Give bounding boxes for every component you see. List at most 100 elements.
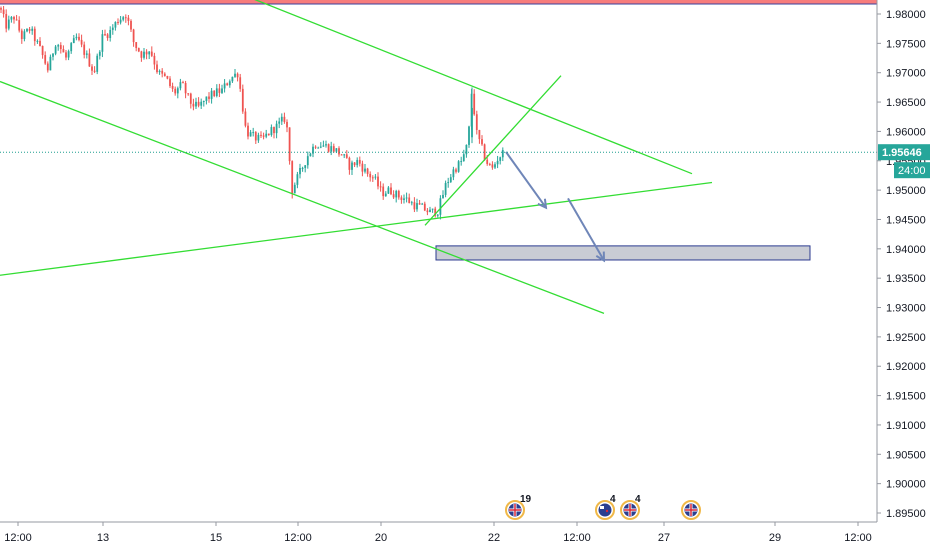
candle-body bbox=[332, 146, 335, 152]
axes-layer: 1.980001.975001.970001.965001.960001.955… bbox=[0, 0, 930, 544]
candle-body bbox=[117, 21, 119, 23]
time-tick-label: 12:00 bbox=[563, 532, 591, 544]
candle-body bbox=[65, 52, 67, 58]
candle-body bbox=[371, 177, 374, 179]
target-zone[interactable] bbox=[435, 245, 811, 261]
candle-body bbox=[431, 208, 434, 210]
candle-body bbox=[449, 177, 452, 183]
projection-arrow[interactable] bbox=[567, 197, 605, 262]
candle-body bbox=[7, 19, 10, 29]
price-tick-label: 1.90500 bbox=[886, 449, 926, 461]
candle-body bbox=[377, 176, 379, 187]
price-tick-label: 1.94000 bbox=[886, 244, 926, 256]
trendline[interactable] bbox=[0, 80, 605, 315]
candle-body bbox=[241, 88, 244, 112]
candle-body bbox=[192, 103, 195, 107]
candle-body bbox=[293, 184, 296, 194]
candle-body bbox=[338, 148, 340, 155]
candle-body bbox=[140, 51, 143, 58]
candle-body bbox=[5, 14, 8, 29]
price-tick-label: 1.96500 bbox=[886, 97, 926, 109]
price-tick-label: 1.92500 bbox=[886, 332, 926, 344]
candle-body bbox=[312, 146, 314, 154]
event-uk-flag-icon[interactable] bbox=[681, 500, 701, 520]
trendline[interactable] bbox=[188, 0, 693, 175]
nz-flag-icon bbox=[598, 503, 612, 517]
candle-body bbox=[447, 182, 450, 184]
candle-body bbox=[124, 17, 127, 19]
candle-body bbox=[18, 20, 21, 31]
candle-body bbox=[353, 162, 356, 166]
candle-body bbox=[62, 49, 65, 53]
event-uk-flag-icon[interactable]: 19 bbox=[505, 494, 532, 520]
candle-body bbox=[195, 101, 197, 107]
candle-body bbox=[439, 198, 442, 215]
candle-body bbox=[171, 85, 174, 89]
candle-body bbox=[306, 156, 309, 166]
trendline[interactable] bbox=[424, 75, 562, 226]
candle-body bbox=[405, 197, 408, 199]
candle-body bbox=[257, 134, 260, 141]
candle-body bbox=[270, 127, 273, 135]
candle-body bbox=[501, 150, 504, 158]
current-price-badge bbox=[878, 144, 930, 161]
candle-body bbox=[379, 186, 382, 188]
time-tick-label: 15 bbox=[210, 532, 222, 544]
candle-body bbox=[403, 198, 405, 200]
trendline[interactable] bbox=[0, 181, 713, 276]
candle-body bbox=[197, 101, 200, 106]
countdown-badge bbox=[894, 162, 930, 179]
candle-body bbox=[330, 146, 333, 152]
trendline-layer[interactable] bbox=[0, 0, 713, 315]
price-tick-label: 1.94500 bbox=[886, 214, 926, 226]
candle-body bbox=[481, 139, 483, 145]
price-tick-label: 1.89500 bbox=[886, 508, 926, 520]
candle-body bbox=[327, 144, 330, 152]
price-tick-label: 1.98000 bbox=[886, 9, 926, 21]
candle-body bbox=[223, 83, 226, 89]
candle-body bbox=[226, 83, 229, 86]
candle-body bbox=[317, 147, 320, 149]
event-uk-flag-icon[interactable]: 4 bbox=[620, 494, 641, 520]
candle-body bbox=[434, 208, 437, 216]
resistance-band-layer bbox=[0, 0, 877, 5]
candle-body bbox=[135, 42, 138, 49]
candle-body bbox=[72, 38, 75, 44]
candle-body bbox=[366, 168, 369, 174]
candle-body bbox=[325, 144, 327, 146]
candle-body bbox=[444, 182, 447, 195]
candle-body bbox=[423, 203, 426, 211]
time-tick-label: 29 bbox=[769, 532, 781, 544]
candle-body bbox=[132, 29, 135, 43]
candle-body bbox=[254, 132, 257, 141]
candle-body bbox=[96, 55, 99, 72]
candle-body bbox=[215, 88, 218, 96]
current-price-label: 1.95646 bbox=[882, 147, 922, 159]
candle-body bbox=[10, 17, 13, 20]
candle-body bbox=[236, 73, 239, 78]
candle-body bbox=[228, 81, 231, 86]
candle-body bbox=[364, 168, 366, 172]
candle-body bbox=[369, 173, 372, 178]
event-icons-layer[interactable]: 19 4 4 bbox=[505, 494, 701, 520]
candle-body bbox=[0, 8, 2, 10]
candle-body bbox=[462, 154, 465, 162]
candle-body bbox=[41, 45, 44, 56]
event-nz-flag-icon[interactable]: 4 bbox=[595, 494, 616, 520]
candle-body bbox=[314, 146, 317, 148]
projection-arrow[interactable] bbox=[505, 151, 547, 209]
candle-body bbox=[408, 197, 411, 203]
candle-body bbox=[104, 34, 106, 36]
candle-body bbox=[169, 78, 171, 86]
time-tick-label: 27 bbox=[658, 532, 670, 544]
candle-body bbox=[288, 127, 291, 162]
candle-body bbox=[83, 44, 86, 55]
price-tick-label: 1.93500 bbox=[886, 273, 926, 285]
candle-body bbox=[189, 93, 192, 104]
candle-body bbox=[343, 154, 346, 156]
candle-body bbox=[23, 31, 26, 40]
candle-body bbox=[13, 17, 15, 20]
arrow-layer[interactable] bbox=[505, 151, 606, 263]
